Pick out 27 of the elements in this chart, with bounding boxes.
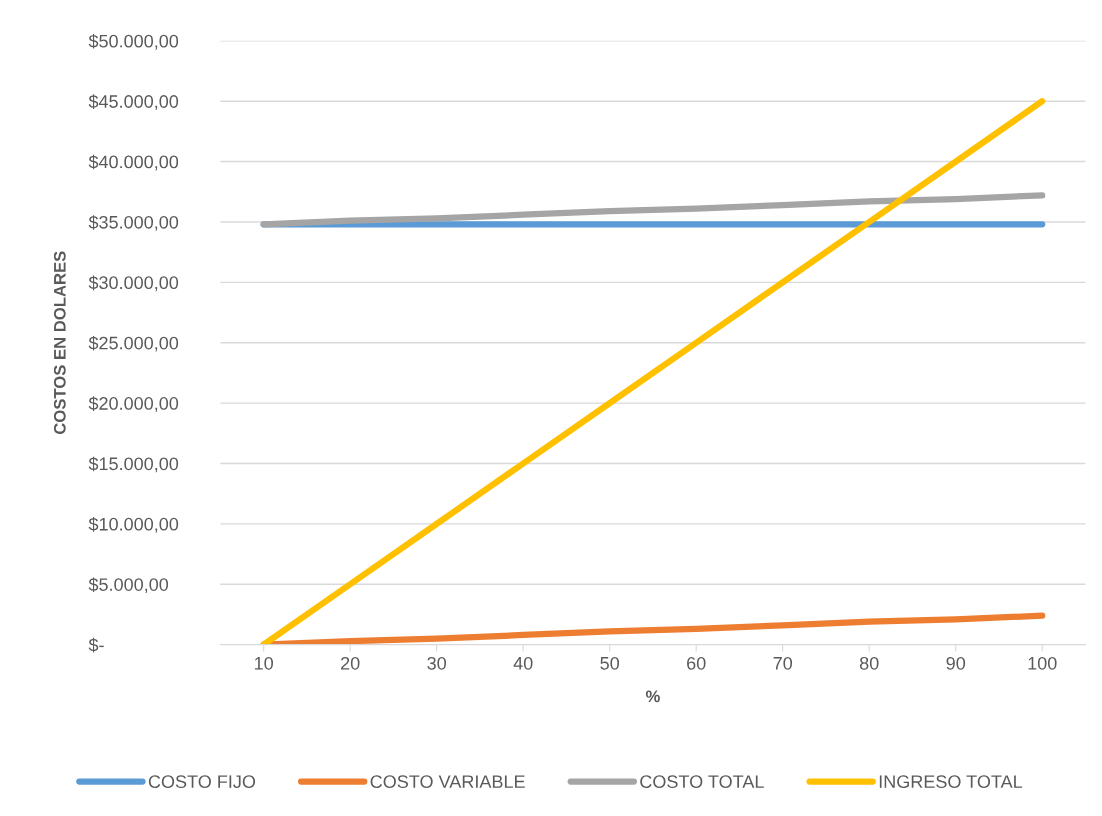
legend-label: COSTO TOTAL [640,775,764,789]
x-tick-label: 80 [859,656,879,670]
y-tick-label: $50.000,00 [88,33,179,50]
y-tick-label: $45.000,00 [88,94,179,111]
legend-label: INGRESO TOTAL [879,775,1023,789]
legend-label: COSTO FIJO [148,775,256,789]
y-tick-label: $40.000,00 [88,154,179,171]
y-tick-label: $30.000,00 [88,275,179,292]
y-tick-label: $10.000,00 [88,517,179,533]
x-tick-label: 100 [1028,656,1057,670]
x-tick-label: 60 [687,656,706,670]
y-tick-label: $- [88,637,104,653]
y-tick-label: $15.000,00 [88,456,179,473]
legend-label: COSTO VARIABLE [370,775,525,789]
x-tick-label: 40 [513,656,533,670]
x-axis-title: % [645,690,660,703]
y-axis-title: COSTOS EN DOLARES [53,251,66,435]
x-tick-label: 70 [773,656,793,670]
x-tick-label: 10 [254,656,273,670]
y-tick-label: $25.000,00 [88,335,179,352]
y-tick-label: $35.000,00 [88,215,179,231]
x-tick-label: 20 [341,656,360,670]
x-tick-label: 90 [946,656,966,670]
x-tick-label: 50 [600,656,620,670]
x-tick-label: 30 [427,656,446,670]
y-tick-label: $5.000,00 [88,577,169,594]
y-tick-label: $20.000,00 [88,396,179,412]
